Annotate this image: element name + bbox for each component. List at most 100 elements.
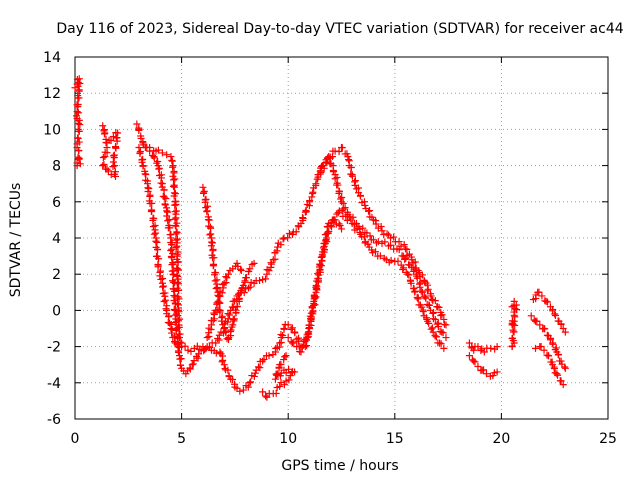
data-point-interp bbox=[272, 389, 280, 397]
data-point-interp bbox=[561, 363, 569, 371]
data-point bbox=[325, 220, 333, 228]
data-point-interp bbox=[213, 306, 221, 314]
data-point-interp bbox=[204, 216, 212, 224]
data-point bbox=[361, 201, 369, 209]
data-point bbox=[440, 315, 448, 323]
data-point bbox=[482, 370, 490, 378]
data-point-interp bbox=[175, 308, 183, 316]
data-point bbox=[338, 225, 345, 233]
data-point-interp bbox=[262, 275, 270, 283]
data-point-interp bbox=[372, 220, 380, 228]
data-point-interp bbox=[418, 271, 426, 279]
x-tick-label: 10 bbox=[279, 431, 297, 447]
data-point bbox=[171, 339, 179, 347]
data-point bbox=[474, 343, 482, 351]
data-point-interp bbox=[207, 230, 215, 238]
data-point-interp bbox=[195, 345, 203, 353]
data-point-interp bbox=[544, 298, 552, 306]
data-point-interp bbox=[308, 193, 316, 201]
data-point bbox=[465, 352, 473, 360]
data-points bbox=[71, 75, 569, 401]
data-point-interp bbox=[168, 261, 176, 269]
data-point-interp bbox=[170, 271, 178, 279]
data-point bbox=[75, 75, 83, 83]
data-point-interp bbox=[172, 244, 180, 252]
data-point-interp bbox=[425, 319, 433, 327]
data-point-interp bbox=[187, 347, 195, 355]
data-point-interp bbox=[311, 301, 319, 309]
data-point-interp bbox=[163, 212, 171, 220]
data-point bbox=[551, 310, 559, 318]
data-point-interp bbox=[275, 364, 283, 372]
data-point-interp bbox=[289, 368, 297, 376]
data-point bbox=[276, 382, 284, 390]
data-point-interp bbox=[111, 162, 119, 170]
data-point-interp bbox=[247, 378, 255, 386]
data-point-interp bbox=[549, 340, 557, 348]
data-point-interp bbox=[438, 311, 446, 319]
data-point-interp bbox=[147, 208, 155, 216]
data-point bbox=[557, 377, 565, 385]
data-point-interp bbox=[162, 305, 170, 313]
data-point-interp bbox=[395, 246, 403, 254]
data-point-interp bbox=[172, 214, 180, 222]
data-point-interp bbox=[279, 235, 287, 243]
data-point-interp bbox=[353, 224, 361, 232]
data-point-interp bbox=[277, 331, 285, 339]
data-point-interp bbox=[356, 192, 364, 200]
data-point bbox=[284, 334, 292, 342]
data-point-interp bbox=[232, 306, 240, 314]
data-point-interp bbox=[138, 158, 146, 166]
data-point-interp bbox=[174, 266, 182, 274]
data-point-interp bbox=[511, 321, 519, 329]
data-point bbox=[109, 133, 117, 141]
data-point bbox=[557, 357, 565, 365]
data-point bbox=[280, 325, 288, 332]
data-point-interp bbox=[405, 271, 413, 279]
data-point-interp bbox=[144, 187, 152, 195]
data-point-interp bbox=[74, 103, 82, 111]
y-tick-label: 2 bbox=[52, 267, 61, 283]
data-point-interp bbox=[256, 277, 264, 285]
data-point-interp bbox=[171, 222, 179, 230]
data-point-interp bbox=[173, 300, 181, 308]
data-point-interp bbox=[112, 129, 120, 137]
data-point bbox=[540, 346, 548, 354]
data-point-interp bbox=[148, 199, 156, 207]
data-point-interp bbox=[161, 200, 169, 208]
data-point bbox=[167, 153, 175, 161]
data-point bbox=[237, 267, 245, 275]
data-point bbox=[421, 277, 429, 285]
data-point-interp bbox=[551, 311, 559, 319]
data-point bbox=[431, 315, 439, 323]
data-point-interp bbox=[224, 366, 232, 374]
data-point-interp bbox=[222, 279, 230, 287]
data-point-interp bbox=[267, 260, 275, 268]
data-point-interp bbox=[343, 216, 351, 224]
data-point bbox=[442, 334, 450, 342]
data-point-interp bbox=[75, 127, 83, 135]
data-point-interp bbox=[111, 168, 119, 176]
data-point-interp bbox=[200, 189, 208, 197]
data-point bbox=[212, 339, 220, 347]
data-point-interp bbox=[74, 82, 82, 90]
y-tick-label: 10 bbox=[43, 122, 61, 138]
data-point-interp bbox=[104, 167, 112, 175]
data-point bbox=[220, 361, 228, 369]
data-point-interp bbox=[431, 297, 439, 305]
data-point bbox=[271, 375, 279, 383]
data-point-interp bbox=[218, 312, 226, 320]
data-point-interp bbox=[203, 208, 211, 216]
data-point-interp bbox=[160, 298, 168, 306]
data-point bbox=[480, 348, 488, 356]
data-point-interp bbox=[335, 189, 343, 197]
data-point-interp bbox=[149, 216, 157, 224]
data-point-interp bbox=[425, 301, 433, 309]
data-point bbox=[297, 348, 305, 356]
data-point-interp bbox=[150, 230, 158, 238]
data-point-interp bbox=[173, 242, 181, 250]
data-point-interp bbox=[284, 234, 292, 242]
data-point-interp bbox=[509, 320, 517, 328]
data-point bbox=[99, 122, 107, 130]
